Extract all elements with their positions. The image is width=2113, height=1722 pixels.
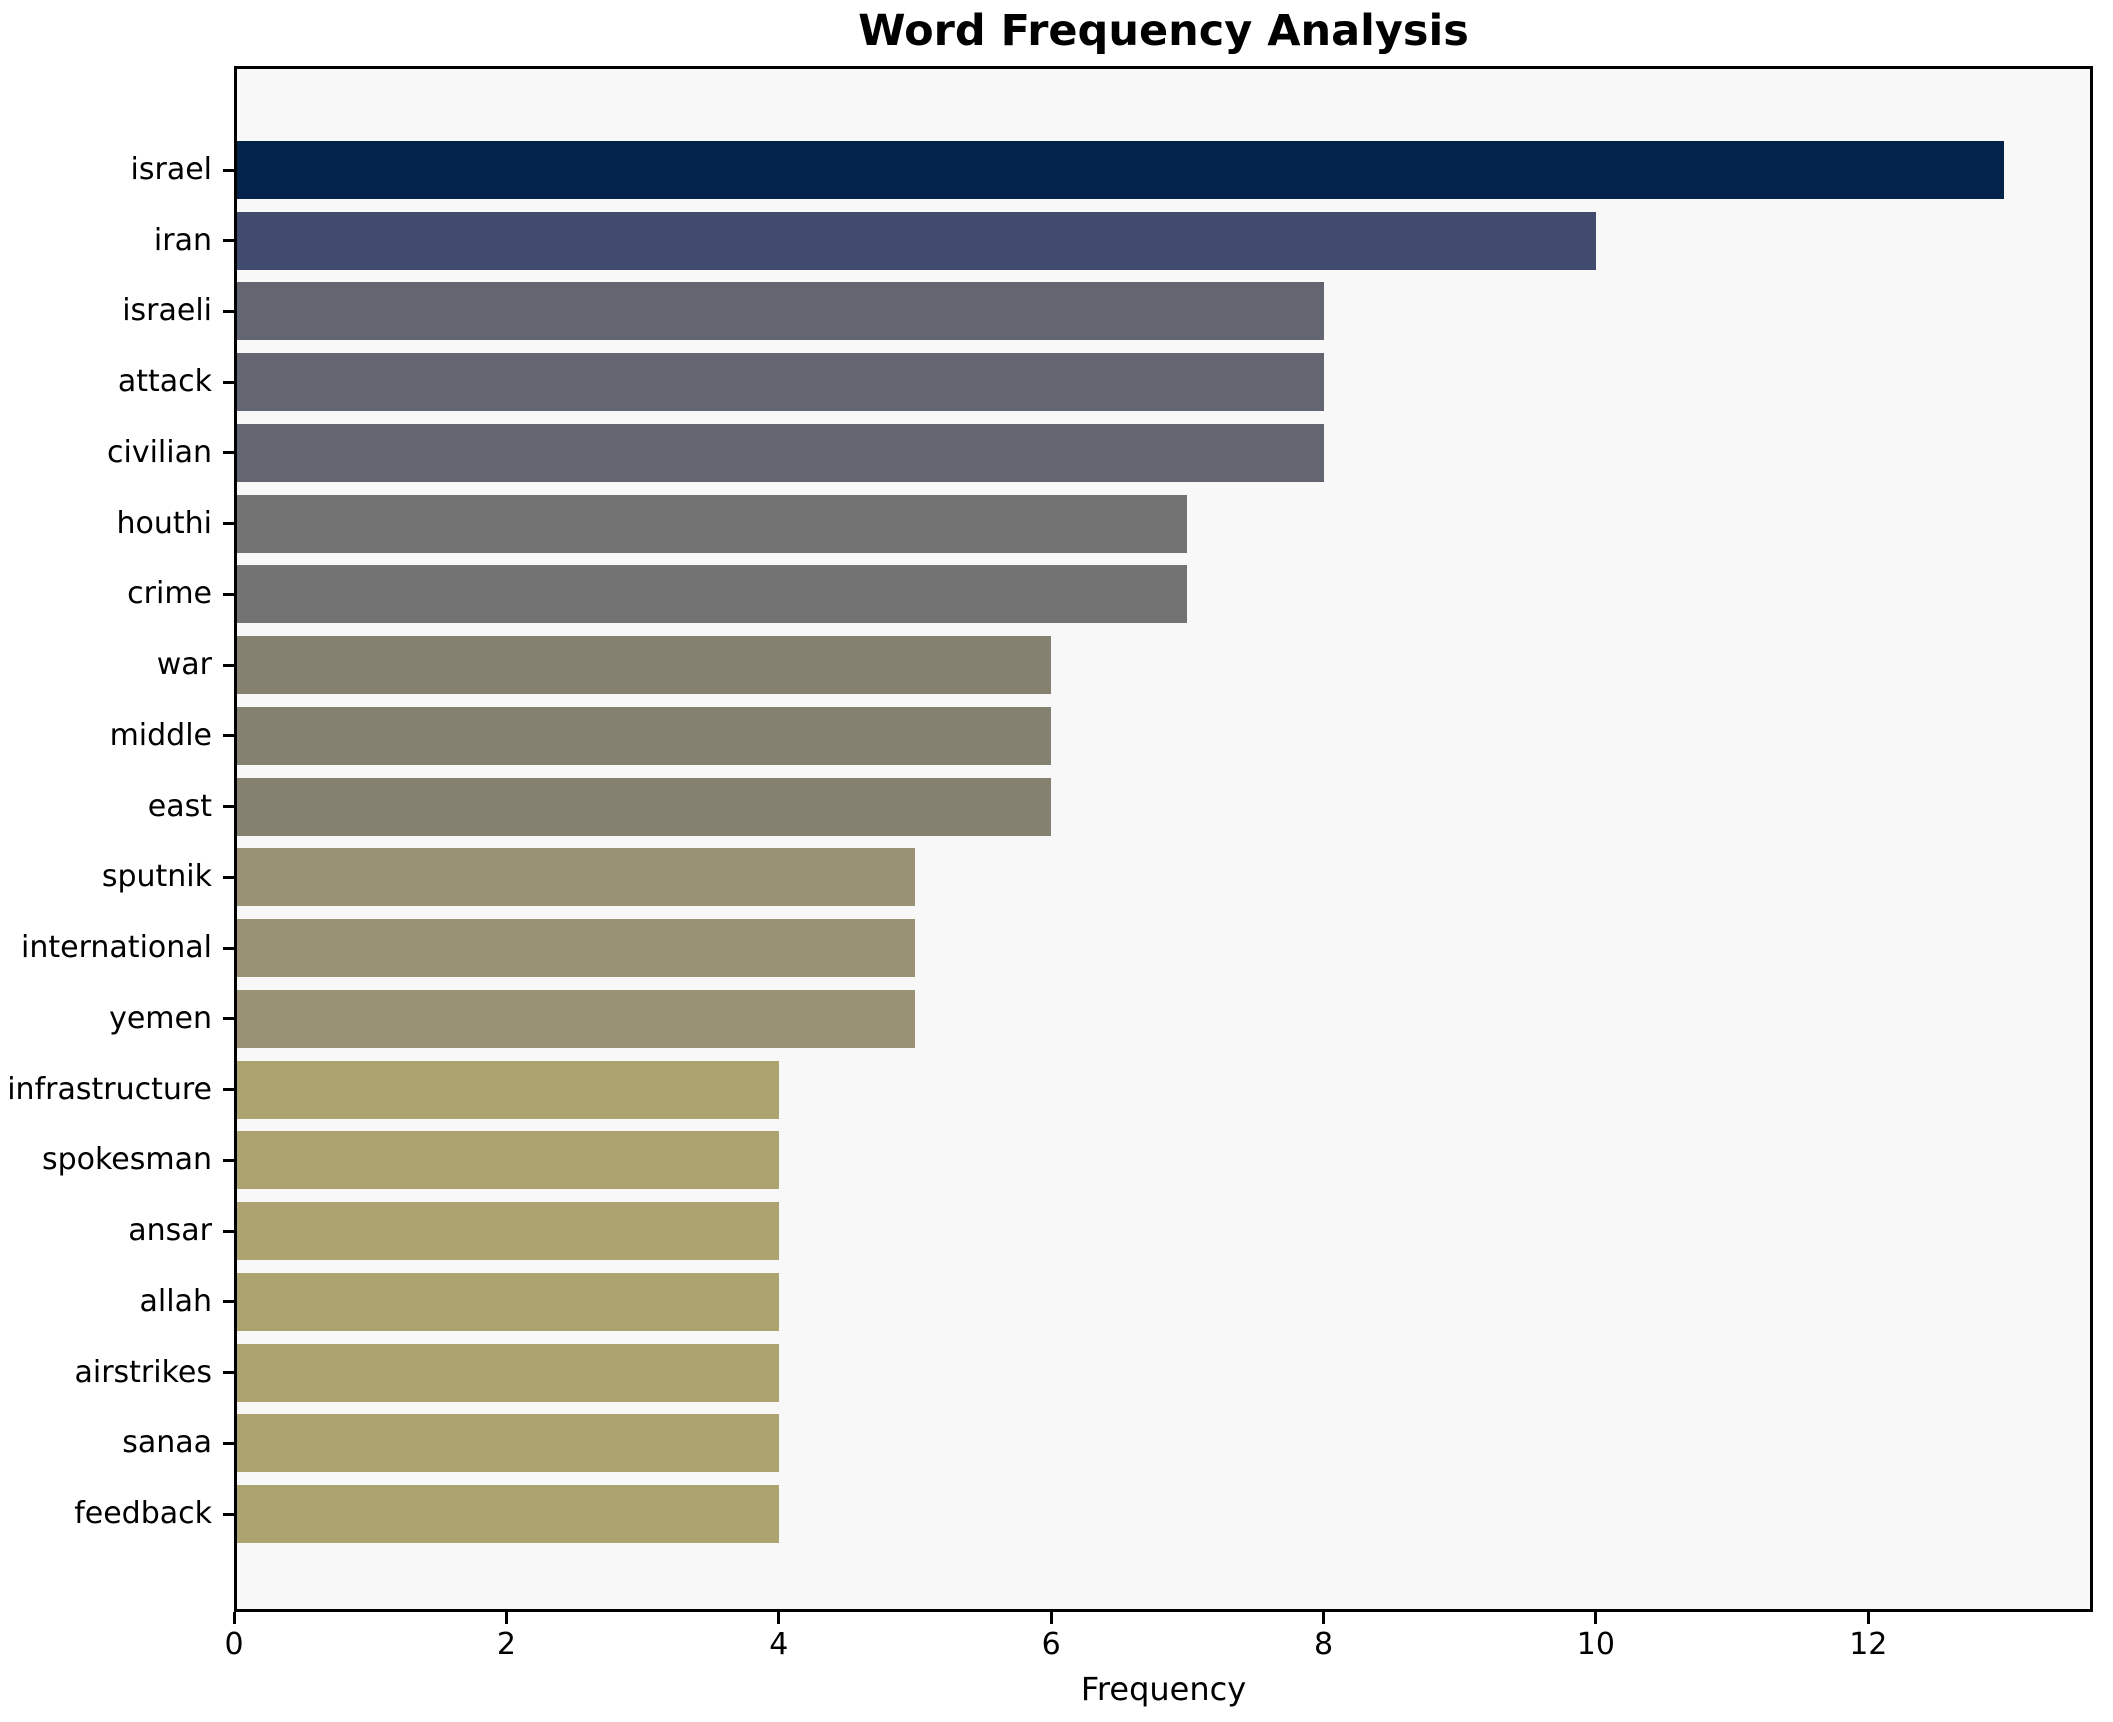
ytick-mark [223,875,234,879]
ytick-mark [223,522,234,526]
ytick-mark [223,1229,234,1233]
bar-sputnik [234,848,915,907]
ytick-mark [223,734,234,738]
ytick-label-international: international [21,930,212,966]
xtick-mark [1594,1612,1598,1624]
bar-civilian [234,423,1324,482]
ytick-label-ansar: ansar [128,1213,212,1249]
bar-israel [234,141,2005,199]
xtick-mark [1049,1612,1053,1624]
ytick-label-spokesman: spokesman [41,1142,212,1178]
ytick-label-israel: israel [130,152,212,187]
bar-spokesman [234,1131,779,1190]
ytick-mark [223,451,234,455]
plot-area [234,66,2093,1612]
bar-airstrikes [234,1343,779,1402]
xtick-label-8: 8 [1313,1627,1334,1662]
bar-iran [234,211,1596,270]
ytick-label-infrastructure: infrastructure [7,1071,212,1107]
xtick-mark [777,1612,781,1624]
ytick-mark [223,309,234,313]
xtick-mark [504,1612,508,1624]
bar-allah [234,1272,779,1331]
xtick-label-0: 0 [224,1627,244,1662]
ytick-label-yemen: yemen [109,1000,212,1036]
ytick-mark [223,946,234,950]
bar-houthi [234,494,1188,553]
bar-international [234,919,915,978]
bar-crime [234,565,1188,624]
ytick-mark [223,168,234,172]
ytick-label-feedback: feedback [74,1496,212,1532]
ytick-mark [223,1088,234,1092]
x-axis-label: Frequency [1080,1670,1247,1708]
bar-war [234,636,1052,695]
bar-east [234,777,1052,836]
xtick-mark [1322,1612,1326,1624]
ytick-label-israeli: israeli [122,293,212,329]
ytick-label-iran: iran [153,222,212,258]
ytick-label-civilian: civilian [107,434,212,470]
ytick-mark [223,663,234,667]
ytick-label-middle: middle [109,717,212,753]
bar-middle [234,706,1052,765]
ytick-label-allah: allah [139,1283,212,1319]
ytick-label-east: east [147,788,212,824]
chart-title: Word Frequency Analysis [858,6,1469,56]
ytick-label-airstrikes: airstrikes [74,1354,212,1390]
xtick-label-6: 6 [1041,1627,1061,1662]
bar-ansar [234,1202,779,1261]
xtick-label-12: 12 [1849,1627,1888,1662]
ytick-mark [223,380,234,384]
ytick-label-houthi: houthi [116,505,213,541]
xtick-mark [232,1612,236,1624]
ytick-mark [223,1371,234,1375]
xtick-mark [1866,1612,1870,1624]
ytick-label-sanaa: sanaa [122,1425,212,1461]
bar-sanaa [234,1414,779,1473]
ytick-label-war: war [156,647,212,683]
ytick-mark [223,1300,234,1304]
bar-feedback [234,1485,779,1544]
ytick-label-crime: crime [127,576,212,612]
bar-attack [234,353,1324,412]
bar-israeli [234,282,1324,341]
xtick-label-2: 2 [496,1627,516,1662]
xtick-label-10: 10 [1576,1627,1615,1662]
bar-yemen [234,989,915,1048]
ytick-mark [223,592,234,596]
ytick-mark [223,1441,234,1445]
xtick-label-4: 4 [769,1627,789,1662]
ytick-label-attack: attack [117,364,212,400]
ytick-label-sputnik: sputnik [101,859,212,895]
ytick-mark [223,1512,234,1516]
ytick-mark [223,1158,234,1162]
ytick-mark [223,1017,234,1021]
ytick-mark [223,805,234,809]
ytick-mark [223,239,234,243]
bar-infrastructure [234,1060,779,1119]
